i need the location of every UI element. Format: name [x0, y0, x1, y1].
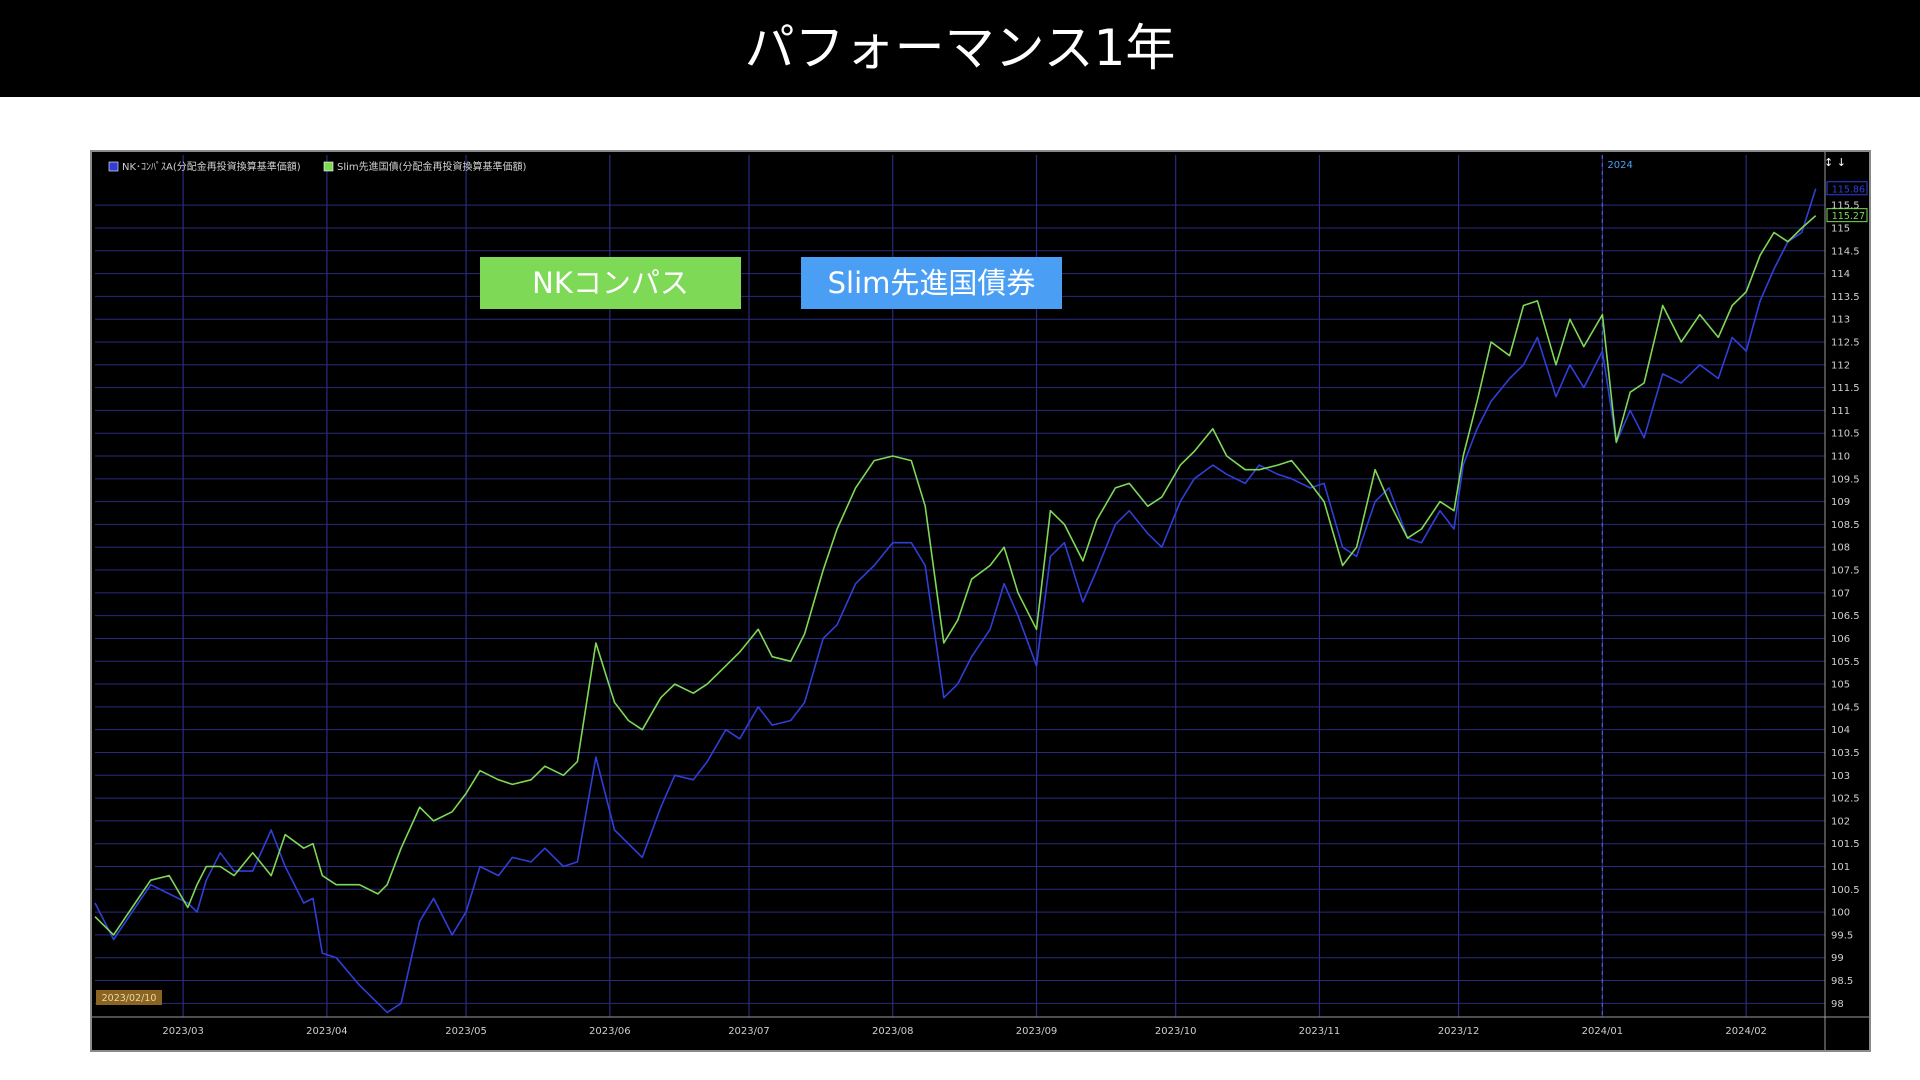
series-line-slim: [94, 215, 1817, 936]
y-tick-label: 110: [1831, 452, 1850, 463]
y-tick-label: 101: [1831, 862, 1850, 873]
axis-layer: 98 98.5 99 99.5 100 100.5 101 101.5 102 102.5 103 1…: [92, 152, 1869, 1050]
y-tick-label: 100.5: [1831, 885, 1860, 896]
y-tick-label: 99: [1831, 953, 1844, 964]
x-tick-label: 2023/08: [872, 1026, 914, 1037]
page-title: パフォーマンス1年: [744, 19, 1176, 77]
y-tick-label: 105.5: [1831, 657, 1860, 668]
y-tick-label: 113.5: [1831, 292, 1860, 303]
y-tick-label: 112.5: [1831, 337, 1860, 348]
y-tick-label: 106: [1831, 634, 1850, 645]
legend-swatch-slim: [323, 161, 334, 172]
legend: NK･ｺﾝﾊﾟｽA(分配金再投資換算基準価額) Slim先進国債(分配金再投資換…: [108, 160, 527, 173]
start-date-badge-bg: [96, 990, 162, 1005]
nk-compass-label: NKコンパス: [480, 257, 741, 309]
y-tick-label: 115.5: [1831, 201, 1860, 212]
y-tick-label: 108: [1831, 543, 1850, 554]
legend-swatch-nk: [108, 161, 119, 172]
y-tick-label: 109.5: [1831, 474, 1860, 485]
x-tick-label: 2023/06: [589, 1026, 631, 1037]
x-tick-label: 2023/09: [1016, 1026, 1058, 1037]
y-tick-label: 111: [1831, 406, 1850, 417]
y-tick-label: 110.5: [1831, 429, 1860, 440]
series-line-nk: [94, 188, 1817, 1014]
last-value-badge-nk-text: 115.86: [1832, 184, 1865, 195]
series-layer: [94, 188, 1817, 1014]
legend-text-slim: Slim先進国債(分配金再投資換算基準価額): [337, 160, 527, 173]
y-tick-label: 99.5: [1831, 930, 1853, 941]
last-value-badge-slim-bg: [1826, 208, 1868, 223]
last-value-badge-nk: 115.86: [1826, 181, 1868, 196]
x-tick-label: 2023/07: [728, 1026, 770, 1037]
y-tick-label: 98: [1831, 999, 1844, 1010]
y-tick-label: 113: [1831, 315, 1850, 326]
x-tick-label: 2023/10: [1155, 1026, 1197, 1037]
y-tick-label: 103.5: [1831, 748, 1860, 759]
scale-control[interactable]: ↕ ↓: [1824, 156, 1846, 169]
x-tick-label: 2023/03: [162, 1026, 204, 1037]
x-tick-label: 2023/04: [306, 1026, 348, 1037]
year-marker-label: 2024: [1607, 160, 1632, 171]
y-tick-label: 107: [1831, 588, 1850, 599]
y-tick-label: 114.5: [1831, 246, 1860, 257]
y-tick-label: 101.5: [1831, 839, 1860, 850]
y-tick-label: 106.5: [1831, 611, 1860, 622]
y-tick-label: 104.5: [1831, 702, 1860, 713]
scale-arrows-icon[interactable]: ↕ ↓: [1824, 156, 1846, 169]
x-tick-label: 2023/05: [445, 1026, 487, 1037]
last-value-badge-slim: 115.27: [1826, 208, 1868, 223]
legend-text-nk: NK･ｺﾝﾊﾟｽA(分配金再投資換算基準価額): [122, 160, 301, 173]
y-tick-label: 100: [1831, 908, 1850, 919]
slim-bond-label: Slim先進国債券: [801, 257, 1062, 309]
last-value-badge-nk-bg: [1826, 181, 1868, 196]
y-tick-label: 102.5: [1831, 794, 1860, 805]
y-tick-label: 103: [1831, 771, 1850, 782]
x-tick-label: 2023/11: [1299, 1026, 1341, 1037]
y-tick-label: 112: [1831, 360, 1850, 371]
y-tick-label: 102: [1831, 816, 1850, 827]
x-tick-label: 2024/02: [1725, 1026, 1767, 1037]
last-value-badge-slim-text: 115.27: [1832, 211, 1865, 222]
y-tick-label: 108.5: [1831, 520, 1860, 531]
y-tick-label: 107.5: [1831, 566, 1860, 577]
y-tick-label: 98.5: [1831, 976, 1853, 987]
y-tick-label: 111.5: [1831, 383, 1860, 394]
start-date-label: 2023/02/10: [102, 993, 157, 1004]
y-tick-label: 105: [1831, 680, 1850, 691]
y-tick-label: 104: [1831, 725, 1850, 736]
x-tick-label: 2024/01: [1582, 1026, 1624, 1037]
y-tick-label: 109: [1831, 497, 1850, 508]
y-tick-label: 115: [1831, 223, 1850, 234]
start-date-badge: 2023/02/10: [96, 990, 162, 1005]
y-tick-label: 114: [1831, 269, 1850, 280]
x-tick-label: 2023/12: [1438, 1026, 1480, 1037]
title-bar: パフォーマンス1年: [0, 0, 1920, 97]
